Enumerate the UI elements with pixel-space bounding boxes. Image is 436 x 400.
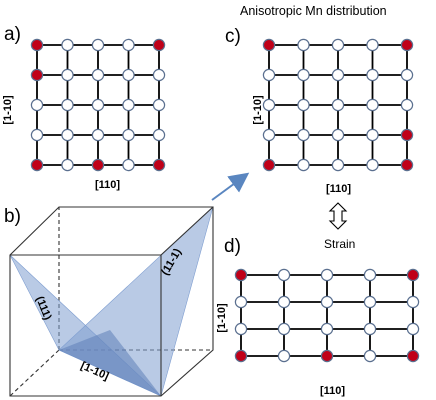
transition-arrow	[211, 172, 250, 201]
lattice-site	[152, 68, 166, 82]
mn-atom	[400, 158, 414, 172]
lattice-site	[320, 322, 334, 336]
cube-hidden-edge	[9, 349, 60, 397]
strain-label: Strain	[324, 237, 355, 251]
panel-a-y-direction: [1-10]	[2, 95, 14, 125]
lattice-site	[91, 68, 105, 82]
lattice-site	[331, 68, 345, 82]
mn-atom	[152, 38, 166, 52]
lattice-site	[331, 38, 345, 52]
grid-a	[30, 38, 166, 172]
lattice-site	[61, 98, 74, 112]
lattice-site	[152, 98, 166, 112]
lattice-site	[320, 295, 334, 309]
panel-c: Anisotropic Mn distribution c) [110] [1-…	[225, 4, 414, 195]
mn-atom	[262, 38, 276, 52]
grid-c	[262, 38, 414, 172]
mn-atom	[152, 158, 166, 172]
lattice-site	[366, 128, 379, 142]
lattice-site	[152, 128, 166, 142]
grid-d	[234, 268, 420, 363]
panel-d: d) [110] [1-10]	[216, 236, 420, 397]
lattice-site	[297, 38, 310, 52]
lattice-site	[61, 158, 74, 172]
panel-d-x-direction: [110]	[320, 385, 345, 397]
lattice-site	[122, 68, 135, 82]
lattice-site	[61, 68, 74, 82]
mn-atom	[320, 349, 334, 363]
mn-atom	[406, 268, 420, 282]
mn-atom	[400, 38, 414, 52]
mn-atom	[406, 349, 420, 363]
lattice-site	[262, 98, 276, 112]
mn-atom	[262, 158, 276, 172]
mn-atom	[234, 268, 248, 282]
panel-d-y-direction: [1-10]	[216, 303, 228, 333]
panel-a-x-direction: [110]	[95, 179, 120, 191]
lattice-site	[277, 322, 291, 336]
panel-c-x-direction: [110]	[326, 183, 351, 195]
lattice-site	[363, 295, 377, 309]
cube-top-edge	[160, 206, 214, 256]
double-arrow-icon	[328, 202, 348, 230]
lattice-site	[61, 38, 74, 52]
lattice-site	[262, 68, 276, 82]
panel-b-label: b)	[4, 206, 21, 227]
panel-c-label: c)	[225, 26, 241, 47]
lattice-site	[366, 38, 379, 52]
strain-indicator: Strain	[324, 202, 355, 251]
lattice-site	[122, 98, 135, 112]
lattice-site	[91, 38, 105, 52]
lattice-site	[331, 98, 345, 112]
panel-c-title: Anisotropic Mn distribution	[240, 4, 387, 18]
mn-atom	[400, 128, 414, 142]
mn-atom	[91, 158, 105, 172]
lattice-site	[366, 158, 379, 172]
lattice-site	[122, 38, 135, 52]
lattice-site	[234, 295, 248, 309]
lattice-site	[277, 268, 291, 282]
lattice-site	[277, 349, 291, 363]
lattice-site	[30, 98, 44, 112]
cube-outline	[9, 206, 214, 397]
lattice-site	[400, 98, 414, 112]
mn-atom	[30, 38, 44, 52]
panel-d-label: d)	[224, 236, 241, 257]
lattice-site	[297, 128, 310, 142]
lattice-site	[297, 68, 310, 82]
lattice-site	[30, 128, 44, 142]
lattice-site	[363, 268, 377, 282]
panel-a: a) [110] [1-10]	[2, 24, 166, 191]
panel-c-y-direction: [1-10]	[252, 95, 264, 125]
lattice-site	[61, 128, 74, 142]
lattice-site	[262, 128, 276, 142]
lattice-site	[297, 98, 310, 112]
lattice-site	[91, 98, 105, 112]
lattice-site	[331, 158, 345, 172]
lattice-site	[363, 349, 377, 363]
lattice-site	[122, 158, 135, 172]
mn-atom	[30, 158, 44, 172]
lattice-site	[366, 98, 379, 112]
lattice-site	[366, 68, 379, 82]
lattice-site	[406, 322, 420, 336]
panel-a-label: a)	[4, 24, 21, 45]
plane-overlap	[59, 330, 161, 396]
lattice-site	[122, 128, 135, 142]
lattice-site	[277, 295, 291, 309]
lattice-site	[406, 295, 420, 309]
lattice-site	[363, 322, 377, 336]
lattice-site	[400, 68, 414, 82]
lattice-site	[91, 128, 105, 142]
mn-atom	[234, 349, 248, 363]
lattice-site	[320, 268, 334, 282]
lattice-site	[331, 128, 345, 142]
mn-atom	[30, 68, 44, 82]
lattice-site	[297, 158, 310, 172]
panel-b: b) (111) (11-1) [1-10]	[4, 206, 214, 397]
lattice-site	[234, 322, 248, 336]
